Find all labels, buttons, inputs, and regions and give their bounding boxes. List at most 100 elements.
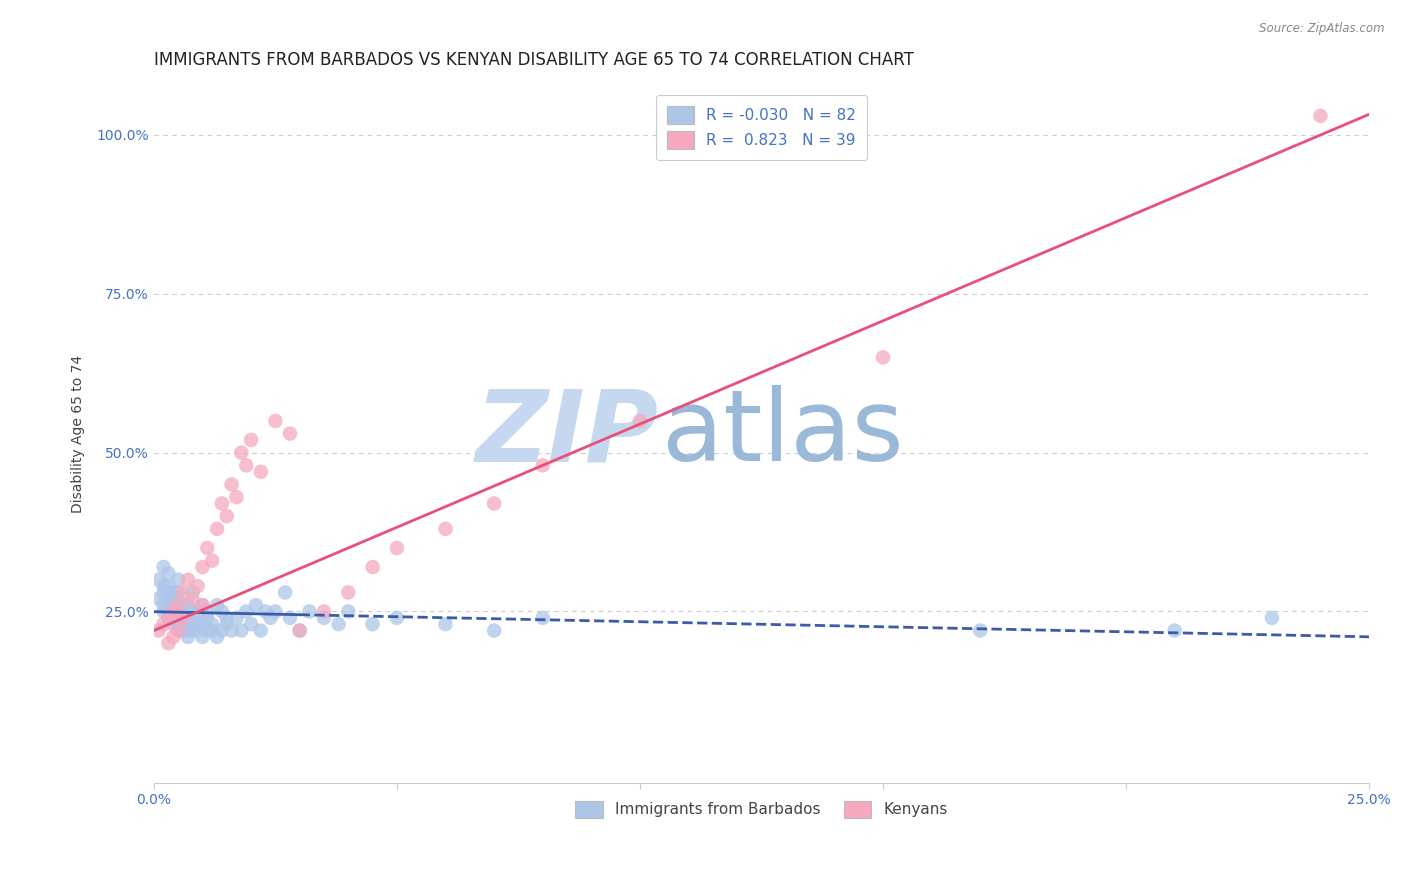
Point	[191, 560, 214, 574]
Point	[187, 579, 209, 593]
Point	[162, 617, 184, 632]
Point	[225, 611, 247, 625]
Point	[191, 617, 214, 632]
Point	[157, 591, 180, 606]
Point	[191, 598, 214, 612]
Text: atlas: atlas	[662, 385, 904, 482]
Point	[531, 458, 554, 473]
Point	[215, 611, 238, 625]
Point	[288, 624, 311, 638]
Point	[195, 624, 218, 638]
Point	[298, 605, 321, 619]
Point	[181, 585, 204, 599]
Point	[312, 611, 335, 625]
Point	[167, 598, 190, 612]
Point	[231, 624, 253, 638]
Point	[211, 624, 233, 638]
Point	[201, 617, 224, 632]
Point	[328, 617, 350, 632]
Point	[167, 624, 190, 638]
Point	[167, 585, 190, 599]
Point	[205, 598, 228, 612]
Point	[205, 630, 228, 644]
Point	[167, 605, 190, 619]
Point	[211, 496, 233, 510]
Point	[177, 624, 200, 638]
Y-axis label: Disability Age 65 to 74: Disability Age 65 to 74	[72, 354, 86, 513]
Point	[215, 509, 238, 524]
Legend: Immigrants from Barbados, Kenyans: Immigrants from Barbados, Kenyans	[569, 795, 953, 824]
Point	[225, 490, 247, 504]
Point	[628, 414, 651, 428]
Point	[172, 611, 194, 625]
Point	[312, 605, 335, 619]
Point	[249, 624, 271, 638]
Point	[148, 573, 170, 587]
Point	[152, 617, 174, 632]
Point	[152, 560, 174, 574]
Point	[221, 477, 243, 491]
Point	[1309, 109, 1331, 123]
Point	[235, 605, 257, 619]
Point	[177, 573, 200, 587]
Point	[157, 598, 180, 612]
Point	[195, 605, 218, 619]
Point	[181, 605, 204, 619]
Point	[215, 617, 238, 632]
Point	[177, 598, 200, 612]
Point	[254, 605, 277, 619]
Point	[274, 585, 297, 599]
Point	[177, 630, 200, 644]
Point	[361, 617, 384, 632]
Point	[187, 605, 209, 619]
Point	[172, 598, 194, 612]
Point	[148, 591, 170, 606]
Point	[162, 605, 184, 619]
Point	[172, 605, 194, 619]
Point	[162, 598, 184, 612]
Point	[482, 624, 505, 638]
Point	[152, 585, 174, 599]
Point	[157, 585, 180, 599]
Point	[162, 630, 184, 644]
Point	[361, 560, 384, 574]
Point	[177, 611, 200, 625]
Point	[201, 554, 224, 568]
Point	[157, 611, 180, 625]
Point	[162, 585, 184, 599]
Point	[181, 591, 204, 606]
Point	[152, 605, 174, 619]
Point	[434, 617, 457, 632]
Point	[259, 611, 281, 625]
Point	[157, 566, 180, 581]
Point	[167, 573, 190, 587]
Point	[969, 624, 991, 638]
Point	[278, 611, 301, 625]
Point	[167, 624, 190, 638]
Point	[337, 585, 360, 599]
Point	[181, 624, 204, 638]
Point	[167, 598, 190, 612]
Point	[157, 611, 180, 625]
Point	[162, 605, 184, 619]
Text: IMMIGRANTS FROM BARBADOS VS KENYAN DISABILITY AGE 65 TO 74 CORRELATION CHART: IMMIGRANTS FROM BARBADOS VS KENYAN DISAB…	[153, 51, 914, 69]
Point	[240, 617, 263, 632]
Text: Source: ZipAtlas.com: Source: ZipAtlas.com	[1260, 22, 1385, 36]
Point	[157, 636, 180, 650]
Point	[211, 605, 233, 619]
Point	[181, 611, 204, 625]
Point	[162, 611, 184, 625]
Point	[231, 445, 253, 459]
Point	[240, 433, 263, 447]
Point	[172, 617, 194, 632]
Point	[157, 579, 180, 593]
Point	[191, 630, 214, 644]
Point	[172, 611, 194, 625]
Point	[288, 624, 311, 638]
Point	[201, 624, 224, 638]
Point	[167, 611, 190, 625]
Point	[278, 426, 301, 441]
Point	[172, 624, 194, 638]
Point	[172, 585, 194, 599]
Point	[531, 611, 554, 625]
